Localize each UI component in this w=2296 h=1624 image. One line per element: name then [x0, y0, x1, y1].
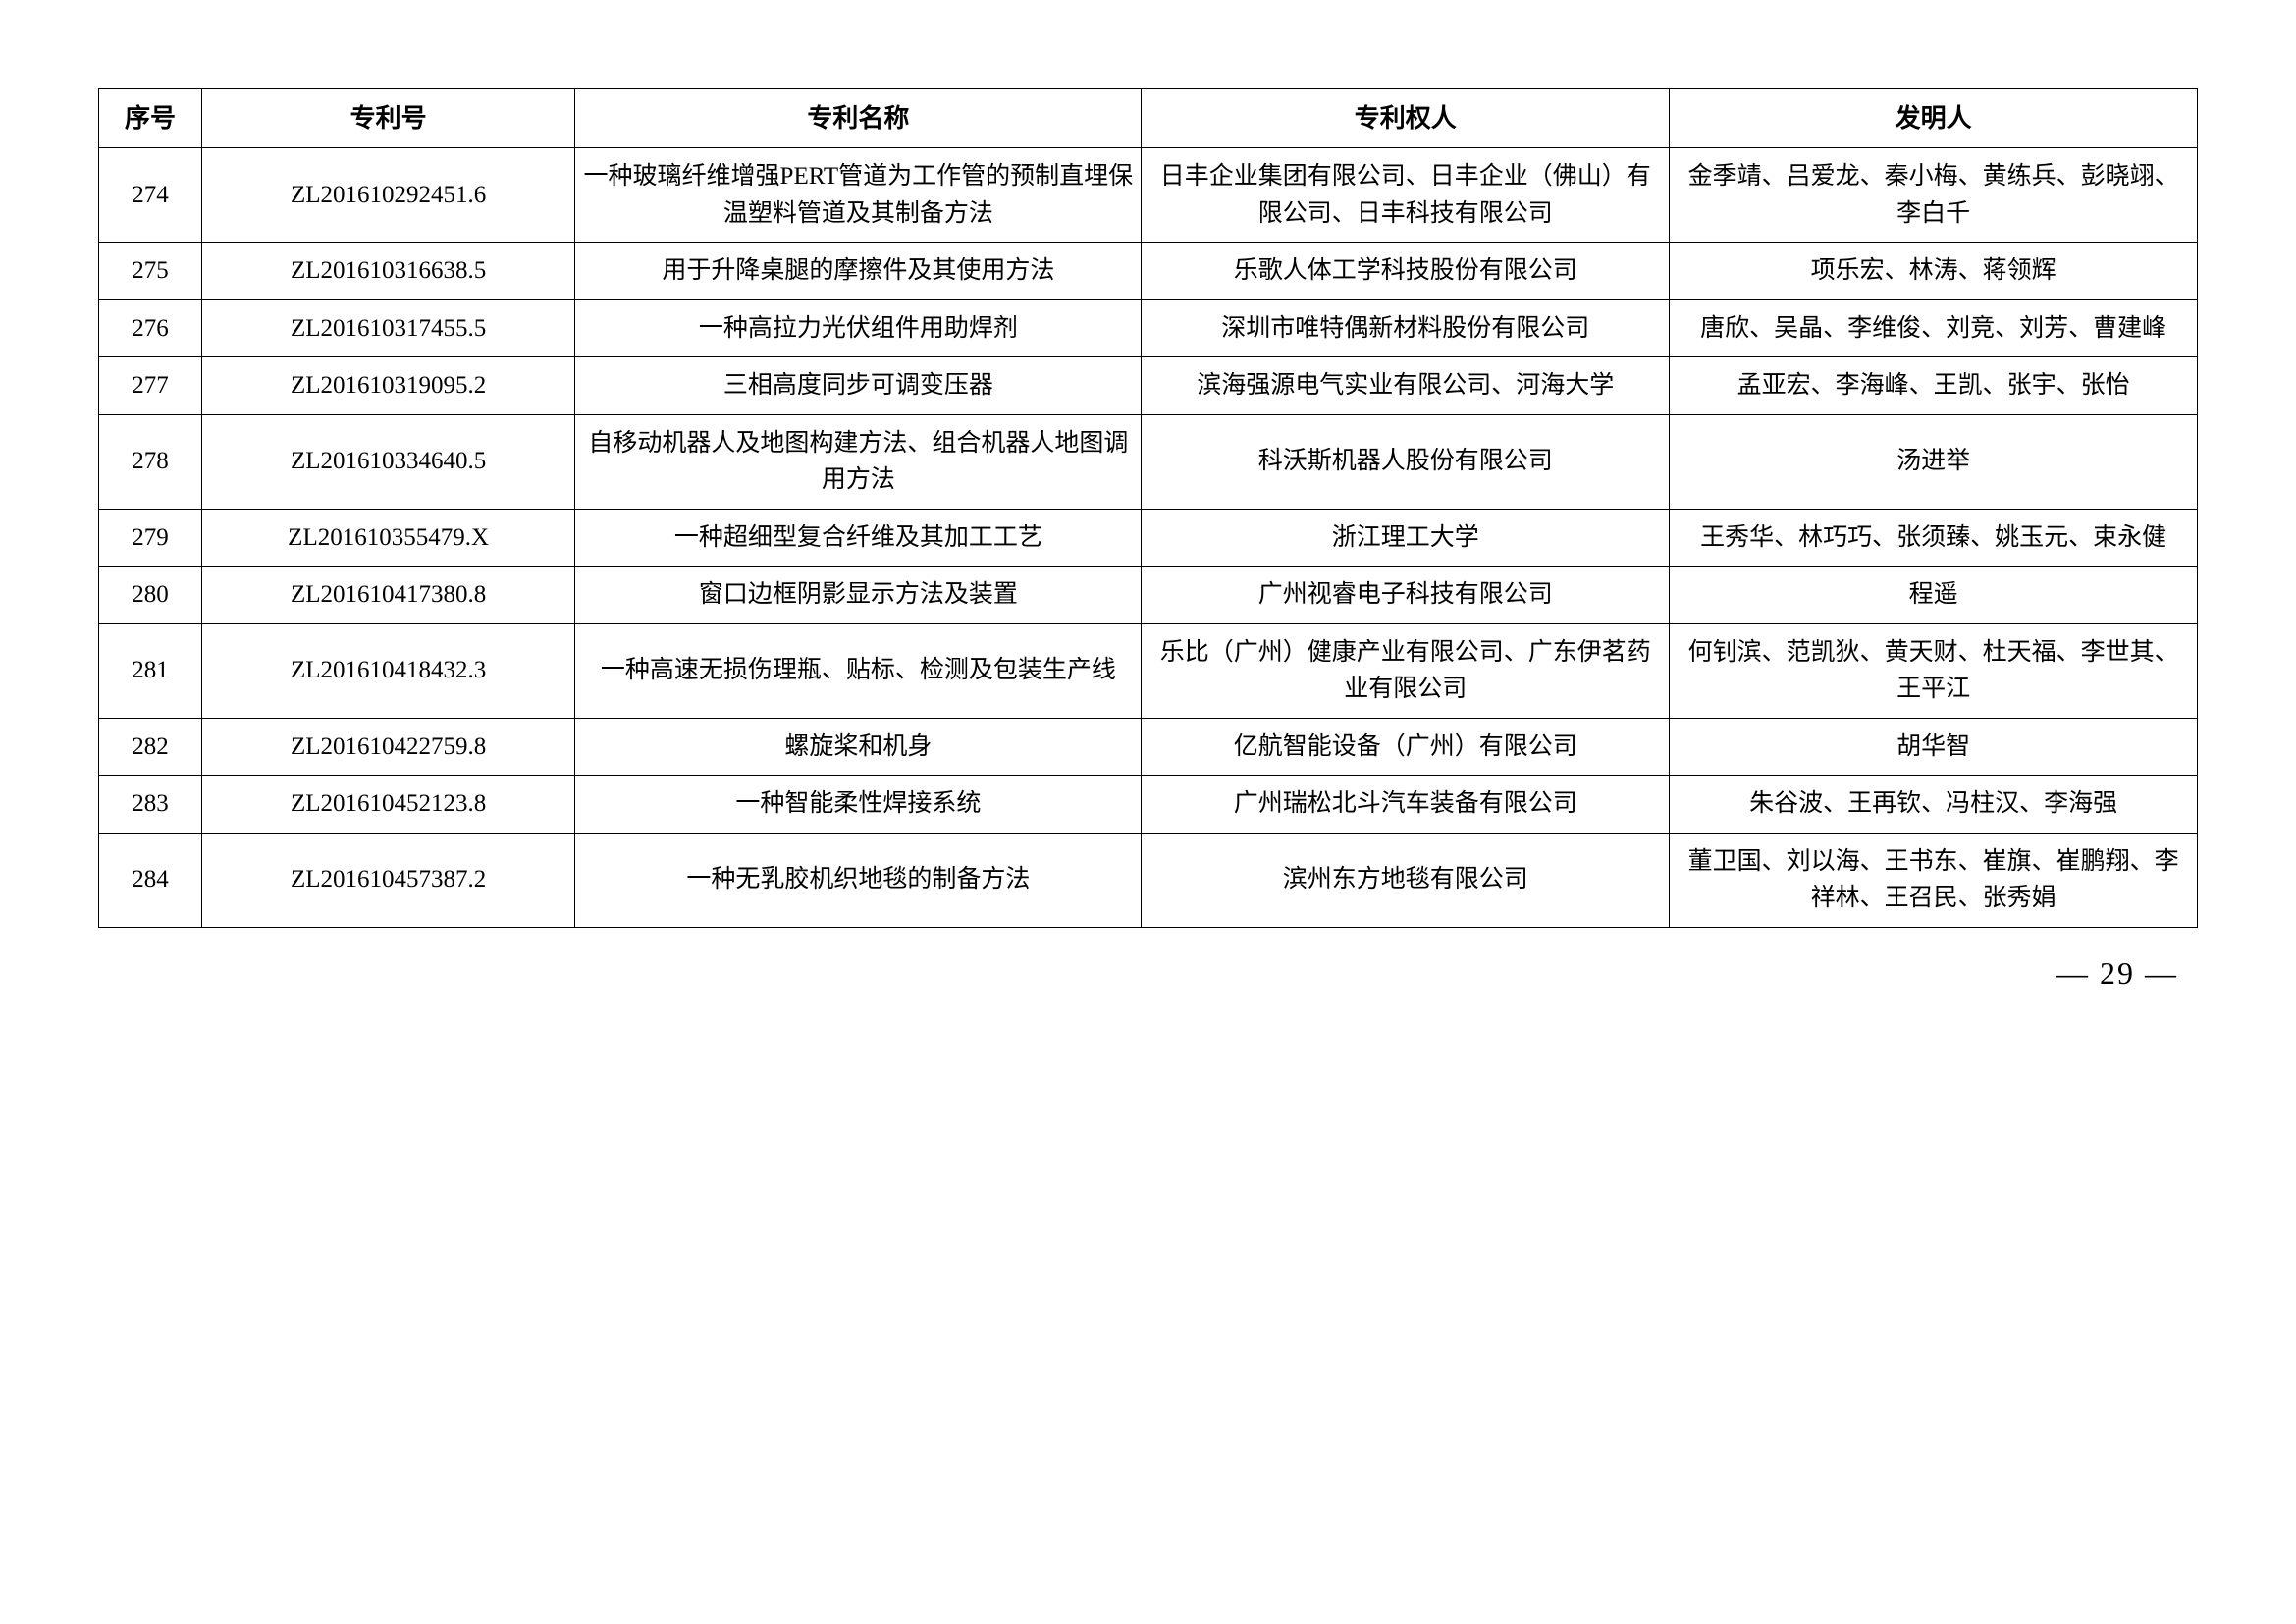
cell-owner: 广州瑞松北斗汽车装备有限公司 — [1142, 776, 1670, 834]
cell-patent-no: ZL201610452123.8 — [201, 776, 574, 834]
cell-patent-name: 一种玻璃纤维增强PERT管道为工作管的预制直埋保温塑料管道及其制备方法 — [575, 148, 1142, 243]
cell-owner: 滨州东方地毯有限公司 — [1142, 833, 1670, 927]
table-row: 275ZL201610316638.5用于升降桌腿的摩擦件及其使用方法乐歌人体工… — [99, 243, 2198, 300]
cell-seq: 274 — [99, 148, 202, 243]
col-header-seq: 序号 — [99, 89, 202, 148]
table-row: 277ZL201610319095.2三相高度同步可调变压器滨海强源电气实业有限… — [99, 357, 2198, 415]
table-row: 274ZL201610292451.6一种玻璃纤维增强PERT管道为工作管的预制… — [99, 148, 2198, 243]
cell-patent-no: ZL201610422759.8 — [201, 718, 574, 776]
cell-seq: 281 — [99, 623, 202, 718]
table-body: 274ZL201610292451.6一种玻璃纤维增强PERT管道为工作管的预制… — [99, 148, 2198, 928]
cell-seq: 277 — [99, 357, 202, 415]
cell-owner: 浙江理工大学 — [1142, 509, 1670, 567]
cell-owner: 科沃斯机器人股份有限公司 — [1142, 414, 1670, 509]
patent-table: 序号 专利号 专利名称 专利权人 发明人 274ZL201610292451.6… — [98, 88, 2198, 928]
col-header-patent-name: 专利名称 — [575, 89, 1142, 148]
cell-seq: 283 — [99, 776, 202, 834]
cell-patent-name: 三相高度同步可调变压器 — [575, 357, 1142, 415]
cell-seq: 280 — [99, 567, 202, 624]
cell-patent-no: ZL201610418432.3 — [201, 623, 574, 718]
cell-inventor: 胡华智 — [1670, 718, 2198, 776]
cell-patent-name: 一种超细型复合纤维及其加工工艺 — [575, 509, 1142, 567]
table-row: 279ZL201610355479.X一种超细型复合纤维及其加工工艺浙江理工大学… — [99, 509, 2198, 567]
cell-patent-name: 一种高拉力光伏组件用助焊剂 — [575, 299, 1142, 357]
cell-owner: 乐比（广州）健康产业有限公司、广东伊茗药业有限公司 — [1142, 623, 1670, 718]
cell-inventor: 董卫国、刘以海、王书东、崔旗、崔鹏翔、李祥林、王召民、张秀娟 — [1670, 833, 2198, 927]
cell-owner: 乐歌人体工学科技股份有限公司 — [1142, 243, 1670, 300]
cell-patent-no: ZL201610292451.6 — [201, 148, 574, 243]
cell-seq: 284 — [99, 833, 202, 927]
table-row: 283ZL201610452123.8一种智能柔性焊接系统广州瑞松北斗汽车装备有… — [99, 776, 2198, 834]
cell-inventor: 金季靖、吕爱龙、秦小梅、黄练兵、彭晓翊、李白千 — [1670, 148, 2198, 243]
col-header-owner: 专利权人 — [1142, 89, 1670, 148]
cell-seq: 276 — [99, 299, 202, 357]
cell-inventor: 孟亚宏、李海峰、王凯、张宇、张怡 — [1670, 357, 2198, 415]
cell-seq: 278 — [99, 414, 202, 509]
cell-patent-no: ZL201610355479.X — [201, 509, 574, 567]
cell-patent-name: 一种无乳胶机织地毯的制备方法 — [575, 833, 1142, 927]
cell-patent-no: ZL201610457387.2 — [201, 833, 574, 927]
cell-inventor: 朱谷波、王再钦、冯柱汉、李海强 — [1670, 776, 2198, 834]
table-row: 278ZL201610334640.5自移动机器人及地图构建方法、组合机器人地图… — [99, 414, 2198, 509]
cell-inventor: 王秀华、林巧巧、张须臻、姚玉元、束永健 — [1670, 509, 2198, 567]
table-row: 280ZL201610417380.8窗口边框阴影显示方法及装置广州视睿电子科技… — [99, 567, 2198, 624]
cell-inventor: 汤进举 — [1670, 414, 2198, 509]
table-row: 284ZL201610457387.2一种无乳胶机织地毯的制备方法滨州东方地毯有… — [99, 833, 2198, 927]
cell-seq: 279 — [99, 509, 202, 567]
cell-inventor: 程遥 — [1670, 567, 2198, 624]
cell-patent-no: ZL201610417380.8 — [201, 567, 574, 624]
cell-seq: 275 — [99, 243, 202, 300]
cell-inventor: 项乐宏、林涛、蒋领辉 — [1670, 243, 2198, 300]
table-row: 276ZL201610317455.5一种高拉力光伏组件用助焊剂深圳市唯特偶新材… — [99, 299, 2198, 357]
col-header-patent-no: 专利号 — [201, 89, 574, 148]
table-row: 282ZL201610422759.8螺旋桨和机身亿航智能设备（广州）有限公司胡… — [99, 718, 2198, 776]
table-row: 281ZL201610418432.3一种高速无损伤理瓶、贴标、检测及包装生产线… — [99, 623, 2198, 718]
cell-inventor: 唐欣、吴晶、李维俊、刘竞、刘芳、曹建峰 — [1670, 299, 2198, 357]
cell-owner: 滨海强源电气实业有限公司、河海大学 — [1142, 357, 1670, 415]
table-header-row: 序号 专利号 专利名称 专利权人 发明人 — [99, 89, 2198, 148]
cell-patent-no: ZL201610317455.5 — [201, 299, 574, 357]
cell-patent-no: ZL201610319095.2 — [201, 357, 574, 415]
page-number: — 29 — — [98, 955, 2198, 992]
cell-patent-name: 一种高速无损伤理瓶、贴标、检测及包装生产线 — [575, 623, 1142, 718]
cell-patent-name: 用于升降桌腿的摩擦件及其使用方法 — [575, 243, 1142, 300]
cell-owner: 深圳市唯特偶新材料股份有限公司 — [1142, 299, 1670, 357]
cell-patent-no: ZL201610334640.5 — [201, 414, 574, 509]
cell-inventor: 何钊滨、范凯狄、黄天财、杜天福、李世其、王平江 — [1670, 623, 2198, 718]
col-header-inventor: 发明人 — [1670, 89, 2198, 148]
cell-patent-no: ZL201610316638.5 — [201, 243, 574, 300]
cell-patent-name: 窗口边框阴影显示方法及装置 — [575, 567, 1142, 624]
cell-patent-name: 一种智能柔性焊接系统 — [575, 776, 1142, 834]
cell-owner: 亿航智能设备（广州）有限公司 — [1142, 718, 1670, 776]
cell-patent-name: 自移动机器人及地图构建方法、组合机器人地图调用方法 — [575, 414, 1142, 509]
cell-seq: 282 — [99, 718, 202, 776]
cell-owner: 广州视睿电子科技有限公司 — [1142, 567, 1670, 624]
cell-owner: 日丰企业集团有限公司、日丰企业（佛山）有限公司、日丰科技有限公司 — [1142, 148, 1670, 243]
cell-patent-name: 螺旋桨和机身 — [575, 718, 1142, 776]
